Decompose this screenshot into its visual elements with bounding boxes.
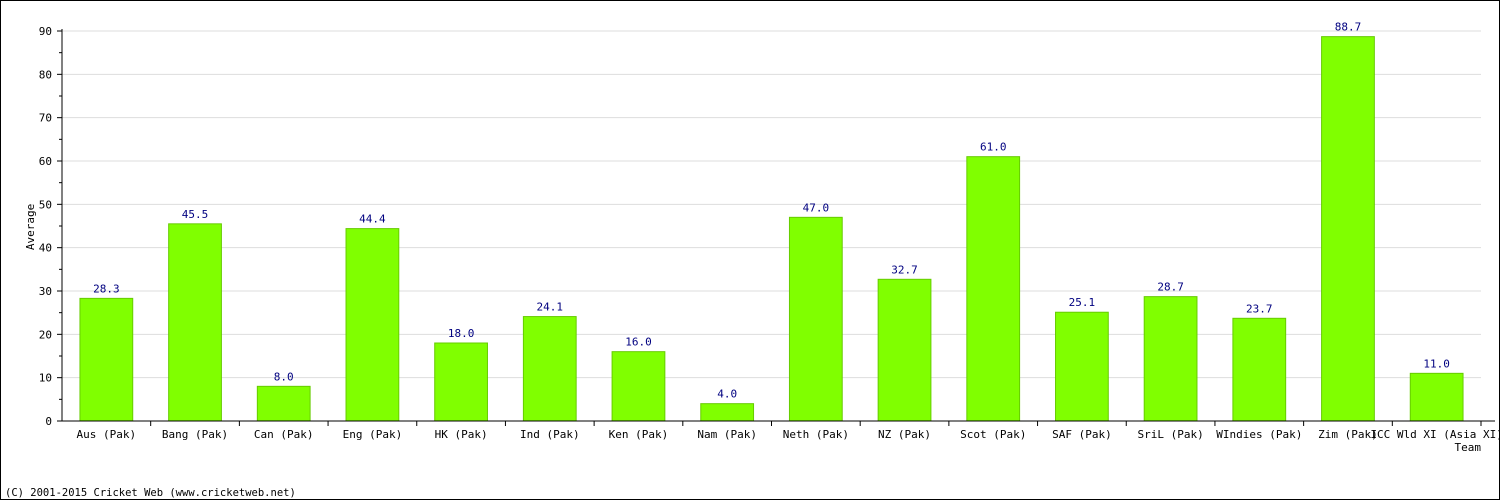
- x-tick-label: Neth (Pak): [783, 428, 849, 441]
- x-tick-label: Can (Pak): [254, 428, 314, 441]
- x-tick-labels: Aus (Pak) Bang (Pak) Can (Pak) Eng (Pak) HK …: [77, 428, 1500, 441]
- axes: [57, 29, 1495, 426]
- x-tick-label: SriL (Pak): [1137, 428, 1203, 441]
- y-tick-label: 60: [39, 155, 52, 168]
- data-label: 88.7: [1335, 21, 1362, 34]
- bar: [522, 316, 577, 422]
- data-label: 61.0: [980, 141, 1007, 154]
- x-tick-label: Ind (Pak): [520, 428, 580, 441]
- data-label: 18.0: [448, 327, 475, 340]
- bar: [700, 403, 755, 422]
- bar: [168, 223, 222, 422]
- data-label: 44.4: [359, 213, 386, 226]
- data-label: 28.7: [1157, 281, 1184, 294]
- x-tick-label: ICC Wld XI (Asia XI): [1370, 428, 1500, 441]
- x-tick-label: Eng (Pak): [343, 428, 403, 441]
- bar: [79, 297, 134, 422]
- bar: [1143, 296, 1198, 422]
- data-label: 25.1: [1069, 296, 1096, 309]
- y-tick-label: 80: [39, 68, 52, 81]
- bar: [611, 351, 666, 422]
- bar: [256, 385, 311, 422]
- grid-lines: [62, 30, 1481, 379]
- bar: [434, 342, 488, 422]
- y-tick-label: 70: [39, 112, 52, 125]
- data-label: 24.1: [537, 301, 564, 314]
- x-tick-label: Scot (Pak): [960, 428, 1026, 441]
- bar: [1321, 36, 1375, 422]
- data-label: 28.3: [93, 282, 120, 295]
- data-label: 23.7: [1246, 302, 1273, 315]
- data-label: 45.5: [182, 208, 209, 221]
- bar: [966, 156, 1021, 422]
- bar: [877, 278, 932, 422]
- x-axis-label: Team: [1455, 441, 1482, 454]
- data-label: 8.0: [274, 370, 294, 383]
- bar: [345, 228, 400, 422]
- y-tick-label: 10: [39, 372, 52, 385]
- data-label: 47.0: [803, 201, 830, 214]
- x-tick-label: SAF (Pak): [1052, 428, 1112, 441]
- x-tick-label: WIndies (Pak): [1216, 428, 1302, 441]
- x-tick-label: Zim (Pak): [1318, 428, 1378, 441]
- x-tick-label: NZ (Pak): [878, 428, 931, 441]
- data-label: 4.0: [717, 388, 737, 401]
- y-axis-label: Average: [24, 204, 37, 250]
- bar: [788, 216, 843, 422]
- copyright-footer: (C) 2001-2015 Cricket Web (www.cricketwe…: [5, 487, 296, 499]
- value-labels: 28.3 45.5 8.0 44.4 18.0 24.1 16.0 4.0 47.0 32.7 61…: [93, 21, 1450, 401]
- x-tick-label: Bang (Pak): [162, 428, 228, 441]
- y-tick-label: 30: [39, 285, 52, 298]
- y-tick-label: 90: [39, 25, 52, 38]
- y-tick-labels: 0 10 20 30 40 50 60 70 80 90: [39, 25, 52, 428]
- x-tick-label: Ken (Pak): [609, 428, 669, 441]
- y-tick-label: 20: [39, 328, 52, 341]
- bars: [79, 36, 1464, 422]
- x-tick-label: HK (Pak): [435, 428, 488, 441]
- y-tick-label: 0: [45, 415, 52, 428]
- bar: [1055, 311, 1109, 422]
- bar: [1409, 372, 1464, 422]
- data-label: 32.7: [891, 263, 918, 276]
- data-label: 16.0: [625, 336, 652, 349]
- y-tick-label: 50: [39, 198, 52, 211]
- data-label: 11.0: [1423, 357, 1450, 370]
- x-tick-label: Aus (Pak): [77, 428, 137, 441]
- x-tick-label: Nam (Pak): [697, 428, 757, 441]
- bar: [1232, 317, 1287, 422]
- y-tick-label: 40: [39, 242, 52, 255]
